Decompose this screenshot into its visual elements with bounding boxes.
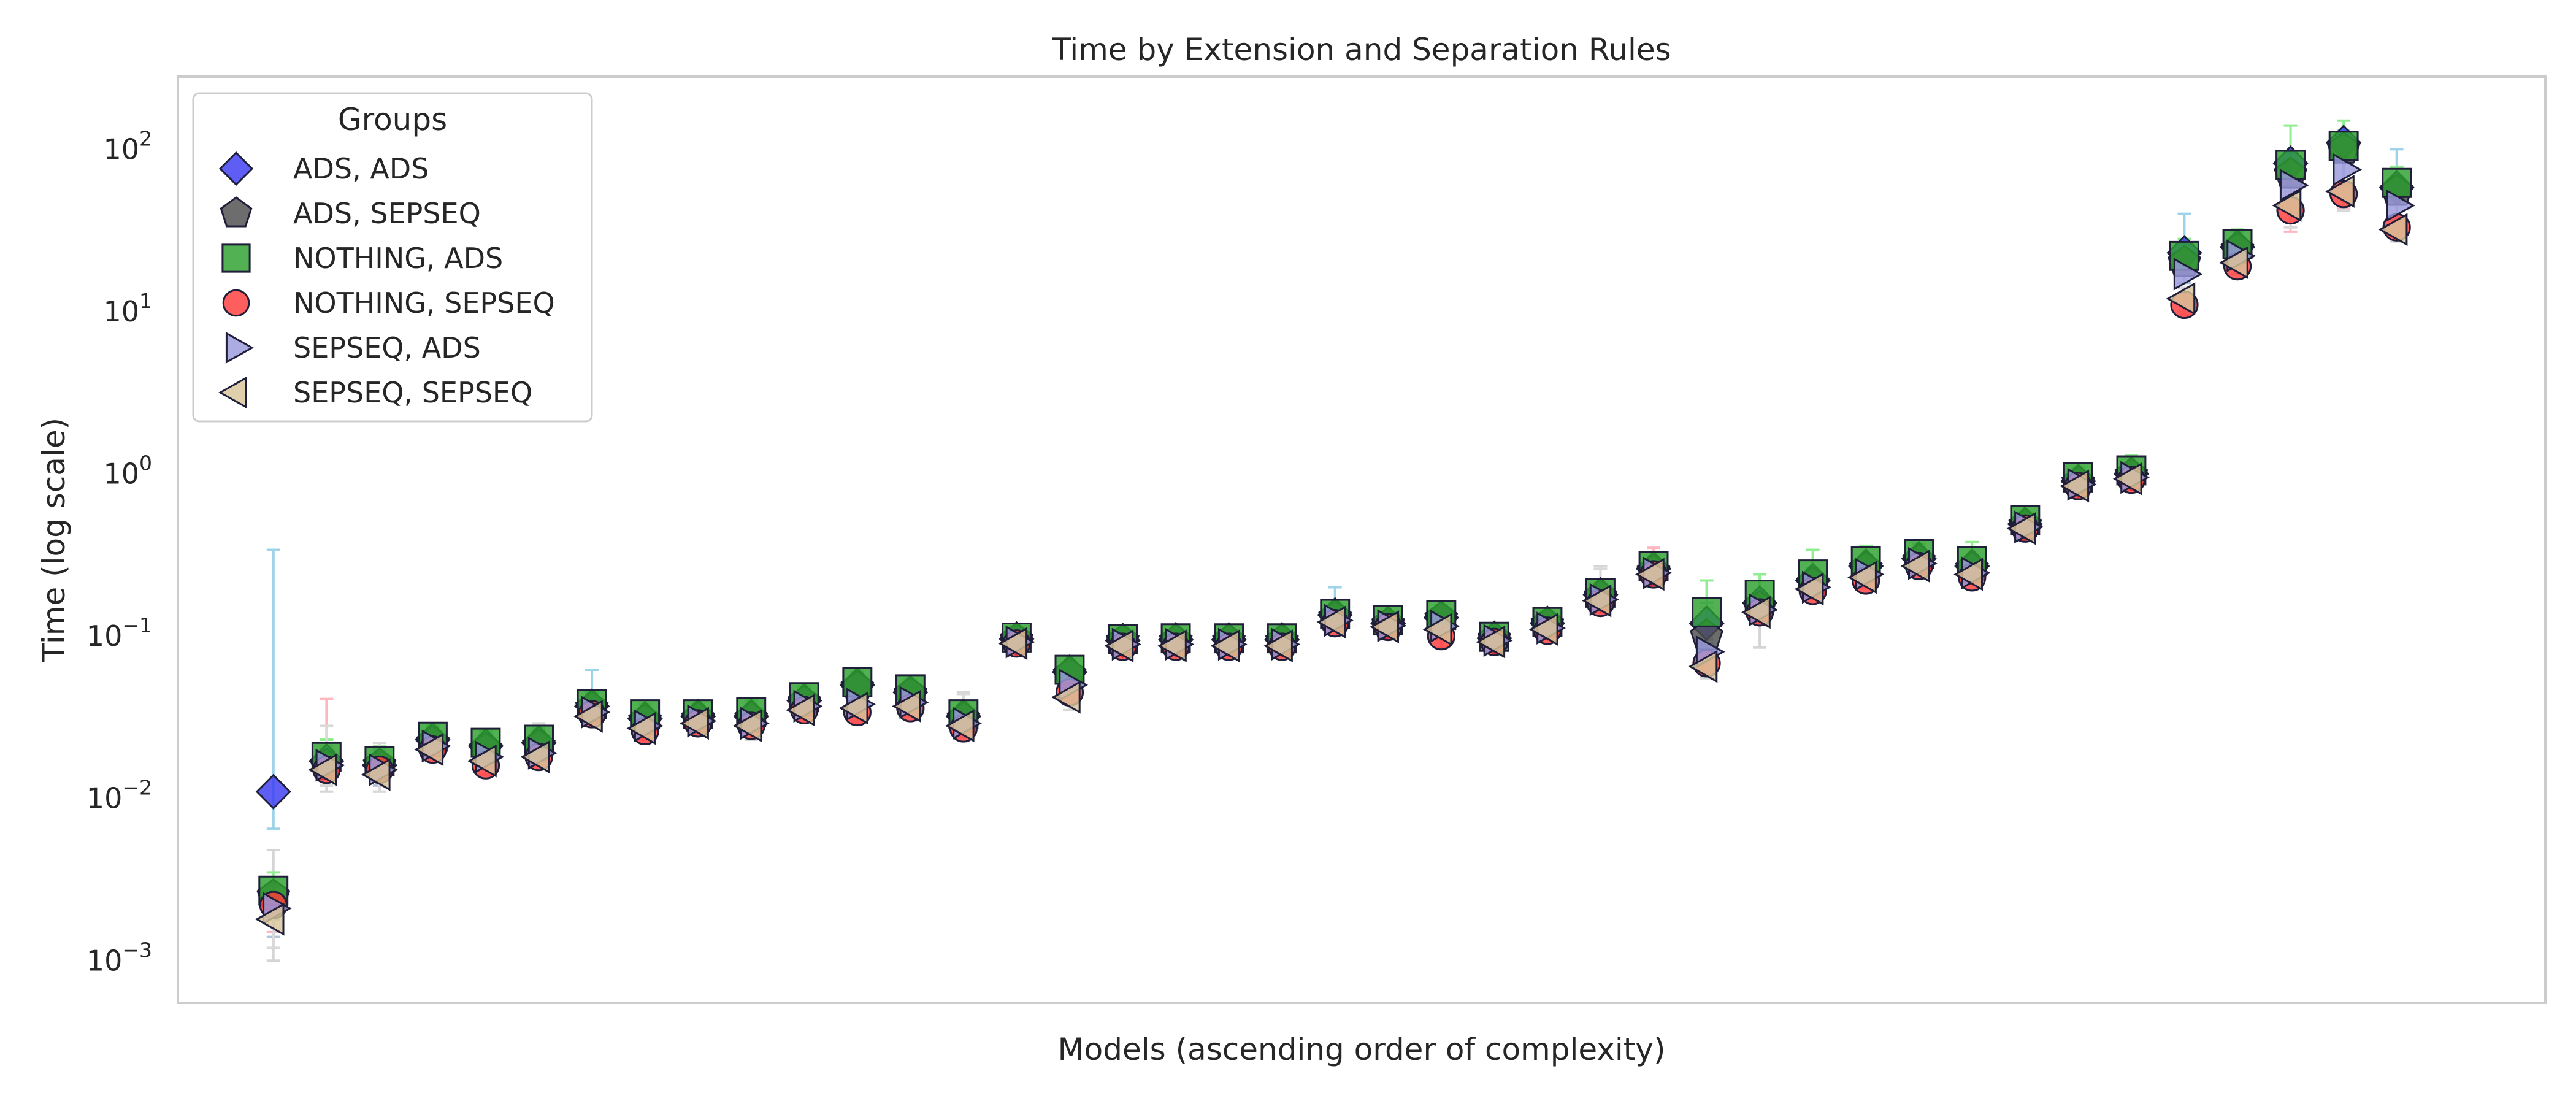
legend-marker xyxy=(218,151,254,186)
point-nothing-ads xyxy=(2328,131,2359,161)
point-sepseq-sepseq xyxy=(308,753,337,786)
y-axis-label: Time (log scale) xyxy=(36,418,72,662)
point-sepseq-sepseq xyxy=(2272,189,2302,222)
point-sepseq-sepseq xyxy=(1953,558,1983,591)
point-sepseq-sepseq xyxy=(2060,469,2090,503)
point-sepseq-sepseq xyxy=(2166,282,2196,315)
y-tick-label: 100 xyxy=(103,451,152,491)
point-sepseq-sepseq xyxy=(467,744,497,778)
point-sepseq-sepseq xyxy=(1051,680,1081,714)
legend-label: NOTHING, ADS xyxy=(293,242,503,275)
data-markers xyxy=(255,125,2415,936)
point-sepseq-sepseq xyxy=(1741,596,1771,629)
legend-items: ADS, ADS ADS, SEPSEQ NOTHING, ADS NOTHING, … xyxy=(218,151,555,409)
point-nothing-ads xyxy=(2382,167,2412,198)
point-sepseq-sepseq xyxy=(2325,175,2355,208)
point-sepseq-ads xyxy=(2386,189,2415,222)
y-tick-label: 10−1 xyxy=(86,613,152,653)
point-sepseq-sepseq xyxy=(1104,629,1134,662)
point-nothing-ads xyxy=(842,667,873,697)
point-sepseq-sepseq xyxy=(838,691,868,725)
point-sepseq-sepseq xyxy=(1316,605,1346,639)
legend-marker xyxy=(221,243,251,273)
y-tick-label: 10−2 xyxy=(86,776,152,815)
point-sepseq-sepseq xyxy=(1847,561,1877,594)
point-sepseq-sepseq xyxy=(520,740,550,774)
point-nothing-ads xyxy=(1692,597,1722,627)
y-tick-label: 101 xyxy=(103,289,152,328)
point-sepseq-sepseq xyxy=(1688,650,1718,683)
point-sepseq-sepseq xyxy=(1476,625,1506,659)
legend-marker xyxy=(220,196,253,228)
legend-marker xyxy=(225,332,255,364)
point-sepseq-ads xyxy=(2173,258,2203,291)
legend-box xyxy=(192,92,593,423)
legend-label: SEPSEQ, ADS xyxy=(293,331,481,364)
point-sepseq-sepseq xyxy=(2218,246,2248,280)
point-sepseq-sepseq xyxy=(1635,558,1665,591)
y-tick-label: 10−3 xyxy=(86,938,152,977)
point-sepseq-sepseq xyxy=(945,709,975,743)
x-axis-label: Models (ascending order of complexity) xyxy=(1058,1032,1666,1067)
legend-label: ADS, SEPSEQ xyxy=(293,197,481,230)
legend-marker xyxy=(222,289,250,317)
point-sepseq-sepseq xyxy=(998,627,1028,661)
point-sepseq-ads xyxy=(2333,153,2363,186)
point-sepseq-ads xyxy=(2279,169,2309,202)
point-sepseq-sepseq xyxy=(2006,512,2036,545)
point-sepseq-sepseq xyxy=(1582,584,1612,618)
point-sepseq-sepseq xyxy=(2112,462,2142,496)
legend-label: SEPSEQ, SEPSEQ xyxy=(293,376,532,409)
point-sepseq-sepseq xyxy=(1900,550,1930,583)
point-ads-ads xyxy=(255,773,291,810)
point-sepseq-sepseq xyxy=(1263,629,1293,662)
legend-label: ADS, ADS xyxy=(293,152,429,185)
point-sepseq-sepseq xyxy=(255,902,285,936)
point-sepseq-sepseq xyxy=(1794,572,1824,606)
legend-marker xyxy=(218,377,247,408)
point-sepseq-sepseq xyxy=(414,733,444,766)
point-sepseq-sepseq xyxy=(1528,613,1558,646)
y-tick-label: 102 xyxy=(103,126,152,166)
point-sepseq-sepseq xyxy=(361,758,391,791)
point-sepseq-sepseq xyxy=(1370,610,1399,643)
chart-title: Time by Extension and Separation Rules xyxy=(1051,32,1671,67)
point-sepseq-sepseq xyxy=(2378,213,2408,247)
legend-title: Groups xyxy=(338,102,447,137)
point-sepseq-sepseq xyxy=(732,709,762,743)
y-axis-ticks: 10−3 10−2 10−1 100 101 102 xyxy=(86,126,152,977)
point-sepseq-sepseq xyxy=(573,700,603,733)
point-sepseq-sepseq xyxy=(1422,613,1452,646)
point-sepseq-sepseq xyxy=(626,711,656,745)
point-sepseq-sepseq xyxy=(1210,629,1240,662)
point-sepseq-sepseq xyxy=(1157,629,1187,662)
legend: Groups ADS, ADS ADS, SEPSEQ NOTHING, ADS NO… xyxy=(192,92,593,423)
legend-label: NOTHING, SEPSEQ xyxy=(293,286,555,320)
point-sepseq-sepseq xyxy=(680,707,709,740)
point-sepseq-sepseq xyxy=(892,689,921,723)
point-sepseq-sepseq xyxy=(786,693,815,727)
